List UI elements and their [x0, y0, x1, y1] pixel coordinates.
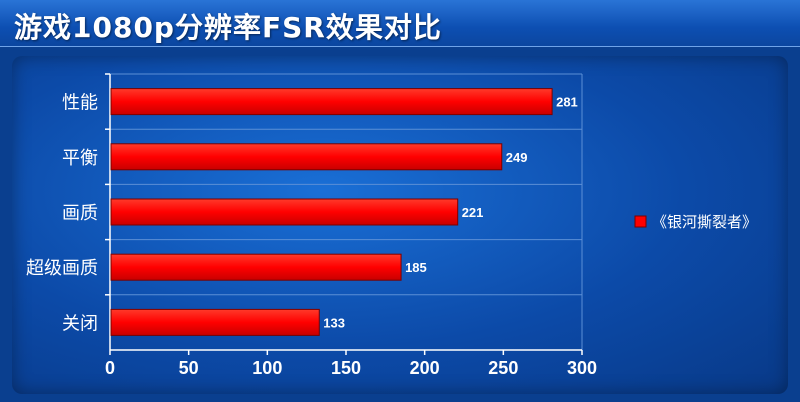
category-label: 画质 [62, 203, 98, 224]
bar [110, 88, 553, 116]
x-tick-label: 300 [567, 358, 597, 378]
chart-title: 游戏1080p分辨率FSR效果对比 [14, 11, 442, 44]
x-tick-label: 0 [105, 358, 115, 378]
legend-label: 《银河撕裂者》 [652, 213, 757, 231]
legend-swatch [634, 215, 647, 228]
x-tick-label: 200 [410, 358, 440, 378]
data-label: 185 [405, 260, 427, 275]
bar [110, 253, 402, 281]
bar [110, 143, 503, 171]
data-label: 249 [506, 150, 528, 165]
category-label: 超级画质 [26, 258, 98, 279]
data-label: 281 [556, 95, 578, 110]
bar [110, 198, 459, 226]
x-tick-label: 250 [488, 358, 518, 378]
x-tick-label: 150 [331, 358, 361, 378]
x-tick-label: 100 [252, 358, 282, 378]
x-tick-label: 50 [179, 358, 199, 378]
data-label: 221 [462, 205, 484, 220]
title-bar: 游戏1080p分辨率FSR效果对比 [0, 0, 800, 47]
data-label: 133 [323, 315, 345, 330]
category-label: 性能 [62, 93, 98, 114]
category-label: 关闭 [62, 313, 98, 334]
bar [110, 308, 320, 336]
category-label: 平衡 [62, 148, 98, 169]
